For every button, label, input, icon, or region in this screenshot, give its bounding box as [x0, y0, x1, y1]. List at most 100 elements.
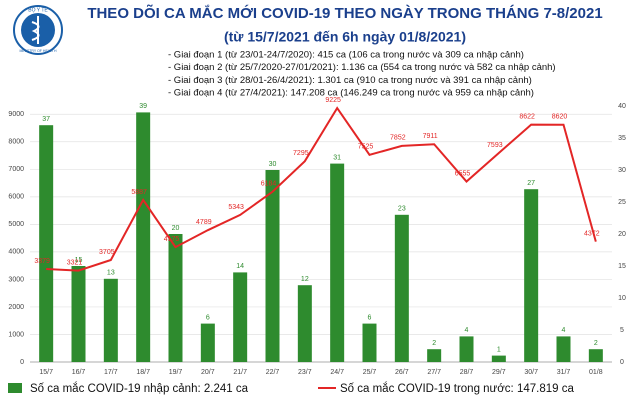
- line-value-label: 3379: [34, 258, 50, 265]
- note: - Giai đoạn 2 (từ 25/7/2020-27/01/2021):…: [168, 62, 556, 73]
- y2-tick-label: 25: [618, 199, 626, 206]
- y-tick-label: 0: [20, 359, 24, 366]
- y-tick-label: 4000: [8, 249, 24, 256]
- legend-label: Số ca mắc COVID-19 nhập cảnh: 2.241 ca: [30, 382, 249, 395]
- bar: [556, 336, 571, 362]
- x-tick-label: 15/7: [39, 369, 53, 376]
- bar-value-label: 20: [172, 225, 180, 232]
- bar-value-label: 2: [594, 340, 598, 347]
- bar-value-label: 23: [398, 206, 406, 213]
- bar-value-label: 37: [42, 116, 50, 123]
- x-tick-label: 29/7: [492, 369, 506, 376]
- bar-value-label: 15: [75, 257, 83, 264]
- x-tick-label: 24/7: [330, 369, 344, 376]
- line-value-label: 3705: [99, 249, 115, 256]
- line-value-label: 9225: [325, 97, 341, 104]
- y-tick-label: 6000: [8, 194, 24, 201]
- x-tick-label: 17/7: [104, 369, 118, 376]
- note: - Giai đoạn 1 (từ 23/01-24/7/2020): 415 …: [168, 50, 524, 61]
- bar-value-label: 1: [497, 346, 501, 353]
- legend-label: Số ca mắc COVID-19 trong nước: 147.819 c…: [340, 382, 574, 395]
- logo-text: MINISTRY OF HEALTH: [20, 49, 57, 53]
- bar-value-label: 39: [139, 103, 147, 110]
- x-tick-label: 26/7: [395, 369, 409, 376]
- line: [46, 106, 597, 272]
- y-tick-label: 9000: [8, 111, 24, 118]
- bar: [39, 125, 54, 362]
- x-tick-label: 19/7: [169, 369, 183, 376]
- logo-text: BỘ Y TẾ: [28, 6, 48, 13]
- line-value-label: 7911: [423, 133, 438, 140]
- x-tick-label: 22/7: [266, 369, 280, 376]
- bar: [297, 285, 312, 362]
- line-value-label: 4789: [196, 219, 212, 226]
- bar: [491, 355, 506, 362]
- bar-value-label: 31: [333, 154, 341, 161]
- line-value-label: 4372: [584, 230, 600, 237]
- bar-value-label: 4: [562, 327, 566, 334]
- bar: [330, 163, 345, 362]
- bar-value-label: 13: [107, 270, 115, 277]
- y-tick-label: 8000: [8, 139, 24, 146]
- bar: [71, 266, 86, 362]
- bar-value-label: 6: [368, 314, 372, 321]
- y2-tick-label: 0: [620, 359, 624, 366]
- line-value-label: 5343: [228, 204, 244, 211]
- bar: [168, 234, 183, 362]
- bar: [103, 278, 118, 362]
- bar: [394, 214, 409, 362]
- bar-value-label: 27: [527, 180, 535, 187]
- x-tick-label: 20/7: [201, 369, 215, 376]
- x-tick-label: 31/7: [557, 369, 571, 376]
- y2-tick-label: 20: [618, 231, 626, 238]
- y-tick-label: 7000: [8, 166, 24, 173]
- note: - Giai đoạn 3 (từ 28/01-26/4/2021): 1.30…: [168, 75, 532, 86]
- line-value-label: 3321: [67, 259, 83, 266]
- chart-subtitle: (từ 15/7/2021 đến 6h ngày 01/8/2021): [224, 29, 466, 45]
- x-tick-label: 28/7: [460, 369, 474, 376]
- legend-swatch: [8, 383, 22, 393]
- y-tick-label: 1000: [8, 331, 24, 338]
- line-value-label: 5887: [131, 189, 147, 196]
- line-value-label: 4175: [164, 236, 180, 243]
- bar-value-label: 14: [236, 263, 244, 270]
- bar-value-label: 30: [269, 161, 277, 168]
- y-tick-label: 3000: [8, 276, 24, 283]
- line-value-label: 6555: [455, 170, 471, 177]
- bar-value-label: 4: [465, 327, 469, 334]
- x-tick-label: 30/7: [524, 369, 538, 376]
- note: - Giai đoạn 4 (từ 27/4/2021): 147.208 ca…: [168, 88, 534, 99]
- x-tick-label: 23/7: [298, 369, 312, 376]
- line-value-label: 8622: [519, 114, 535, 121]
- x-tick-label: 16/7: [72, 369, 86, 376]
- line-value-label: 7852: [390, 135, 406, 142]
- bar-value-label: 6: [206, 314, 210, 321]
- line-value-label: 8620: [552, 114, 568, 121]
- y2-tick-label: 35: [618, 135, 626, 142]
- bar-value-label: 2: [432, 340, 436, 347]
- y2-tick-label: 40: [618, 103, 626, 110]
- x-tick-label: 25/7: [363, 369, 377, 376]
- y2-tick-label: 30: [618, 167, 626, 174]
- y2-tick-label: 5: [620, 327, 624, 334]
- bar: [362, 323, 377, 362]
- logo: BỘ Y TẾ MINISTRY OF HEALTH: [13, 5, 63, 55]
- chart-title: THEO DÕI CA MẮC MỚI COVID-19 THEO NGÀY T…: [87, 4, 602, 22]
- bar-value-label: 12: [301, 276, 309, 283]
- bar: [265, 170, 280, 362]
- x-tick-label: 18/7: [136, 369, 150, 376]
- line-value-label: 7295: [293, 150, 309, 157]
- line-value-label: 6184: [261, 181, 277, 188]
- y-tick-label: 5000: [8, 221, 24, 228]
- x-tick-label: 27/7: [427, 369, 441, 376]
- line-value-label: 7593: [487, 142, 503, 149]
- bar: [233, 272, 248, 362]
- bar: [524, 189, 539, 362]
- y2-tick-label: 15: [618, 263, 626, 270]
- bar: [200, 323, 215, 362]
- bar: [588, 349, 603, 362]
- bar: [136, 112, 151, 363]
- y2-tick-label: 10: [618, 295, 626, 302]
- bar: [427, 349, 442, 362]
